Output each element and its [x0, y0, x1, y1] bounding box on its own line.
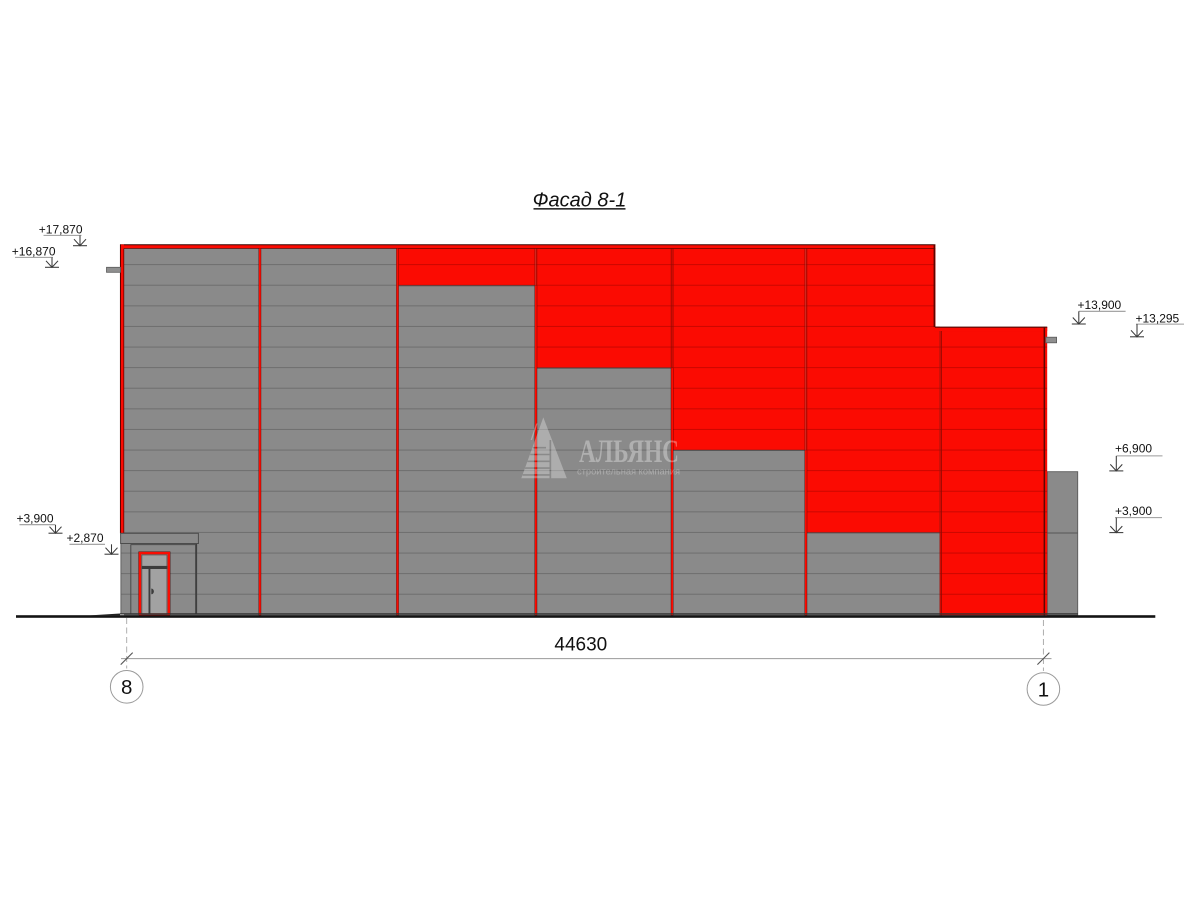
- svg-text:строительная компания: строительная компания: [577, 467, 680, 478]
- svg-text:+13,900: +13,900: [1078, 298, 1122, 312]
- svg-text:44630: 44630: [554, 635, 607, 656]
- svg-text:АЛЬЯНС: АЛЬЯНС: [579, 434, 679, 470]
- svg-text:+3,900: +3,900: [16, 512, 53, 526]
- svg-text:+17,870: +17,870: [39, 223, 83, 237]
- svg-text:+16,870: +16,870: [12, 245, 56, 259]
- svg-text:1: 1: [1038, 678, 1049, 701]
- svg-text:Фасад 8-1: Фасад 8-1: [533, 190, 627, 212]
- svg-text:8: 8: [121, 676, 132, 699]
- svg-text:+13,295: +13,295: [1136, 312, 1180, 326]
- svg-text:+3,900: +3,900: [1115, 504, 1152, 518]
- svg-text:+6,900: +6,900: [1115, 442, 1152, 456]
- svg-text:+2,870: +2,870: [66, 531, 103, 545]
